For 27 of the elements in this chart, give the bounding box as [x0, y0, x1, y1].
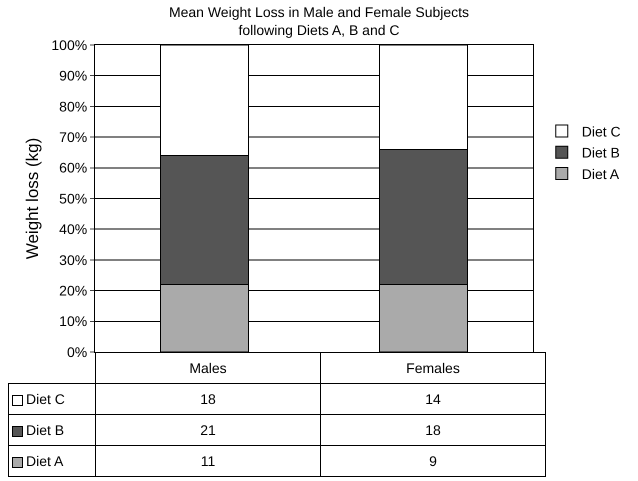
legend-label: Diet C: [582, 124, 621, 140]
y-tick-label: 30%: [59, 252, 88, 268]
y-tick-label: 50%: [59, 190, 88, 206]
text: 14: [320, 384, 546, 414]
y-tick-label: 80%: [59, 98, 88, 114]
text: Diet A: [582, 166, 620, 182]
x-tick-label: Females: [320, 352, 546, 384]
y-axis-title: Weight loss (kg): [22, 138, 42, 260]
text: 11: [96, 446, 320, 476]
y-tick-label: 100%: [51, 36, 88, 53]
text: Diet C: [26, 391, 65, 407]
y-tick-label: 0%: [66, 344, 88, 360]
x-tick-label: Males: [96, 352, 320, 384]
text: 18: [96, 384, 320, 414]
y-tick-label: 40%: [59, 221, 88, 238]
y-tick-label: 70%: [59, 129, 88, 145]
text: Diet B: [26, 422, 64, 438]
y-tick-label: 10%: [59, 313, 88, 330]
y-tick-label: 90%: [59, 68, 88, 84]
y-tick-label: 20%: [59, 282, 88, 298]
text: 18: [320, 414, 546, 446]
y-tick-label: 60%: [59, 160, 88, 176]
legend-label: Diet A: [26, 453, 64, 469]
legend-label: Diet B: [582, 144, 620, 161]
text: 21: [96, 414, 320, 446]
chart-title: Mean Weight Loss in Male and Female Subjects following Diets A, B and C: [168, 4, 470, 38]
text: 9: [320, 446, 546, 476]
